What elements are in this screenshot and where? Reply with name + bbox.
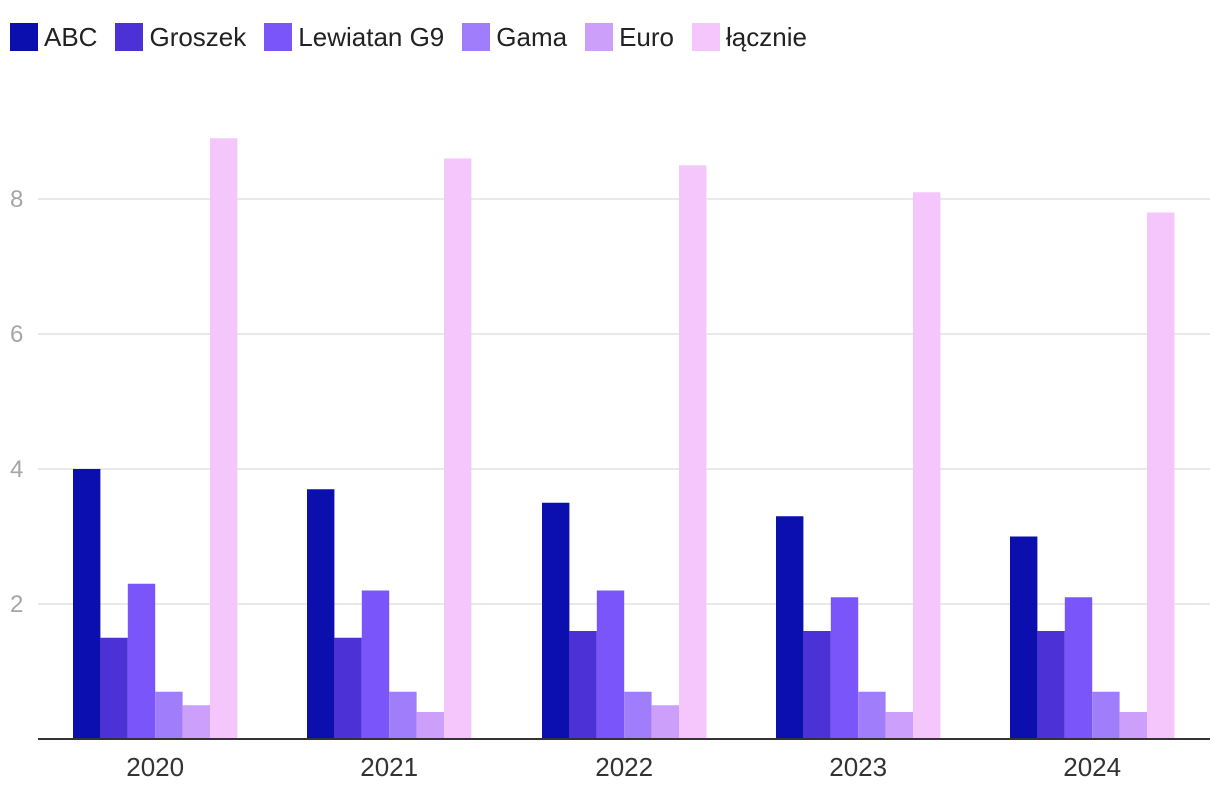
- bar: [858, 691, 886, 739]
- x-tick-label: 2024: [1063, 752, 1121, 782]
- bar: [307, 489, 335, 739]
- y-tick-label: 8: [10, 186, 23, 213]
- y-tick-label: 4: [10, 456, 23, 483]
- bar: [100, 637, 128, 739]
- bar: [1092, 691, 1120, 739]
- bar: [73, 469, 101, 739]
- x-tick-label: 2020: [126, 752, 184, 782]
- legend-label: Groszek: [149, 21, 247, 52]
- legend-swatch: [10, 23, 38, 51]
- legend-label: łącznie: [726, 21, 807, 52]
- legend-item: Lewiatan G9: [264, 22, 444, 53]
- y-tick-label: 6: [10, 321, 23, 348]
- legend-label: ABC: [44, 21, 98, 52]
- x-tick-label: 2021: [360, 752, 418, 782]
- x-tick-label: 2022: [595, 752, 653, 782]
- bar: [182, 705, 210, 739]
- bar: [416, 712, 444, 739]
- bar: [361, 590, 390, 739]
- bar: [155, 691, 183, 739]
- bar: [596, 590, 625, 739]
- legend-item: Gama: [462, 22, 567, 53]
- legend-label: Gama: [496, 21, 568, 52]
- bar: [1147, 212, 1175, 739]
- bar: [624, 691, 652, 739]
- bar: [1064, 597, 1093, 739]
- bar: [1119, 712, 1147, 739]
- legend-swatch: [692, 23, 720, 51]
- bar: [389, 691, 417, 739]
- bar: [913, 192, 941, 739]
- bar: [334, 637, 362, 739]
- y-tick-label: 2: [10, 591, 23, 618]
- legend: ABC Groszek Lewiatan G9 Gama Euro łącznie: [10, 19, 825, 55]
- legend-item: Euro: [585, 22, 674, 53]
- legend-item: Groszek: [115, 22, 246, 53]
- x-tick-label: 2023: [829, 752, 887, 782]
- legend-swatch: [585, 23, 614, 51]
- legend-label: Euro: [619, 21, 674, 52]
- bar: [1010, 536, 1038, 739]
- legend-label: Lewiatan G9: [298, 21, 445, 52]
- bar: [885, 712, 913, 739]
- bar: [542, 502, 570, 739]
- bar: [1037, 631, 1065, 739]
- bar: [127, 583, 156, 739]
- bar: [679, 165, 707, 739]
- legend-item: ABC: [10, 22, 97, 53]
- bar: [569, 631, 597, 739]
- legend-swatch: [115, 23, 144, 51]
- bar: [210, 138, 238, 739]
- legend-swatch: [264, 23, 293, 51]
- bar: [776, 516, 804, 739]
- bar: [830, 597, 859, 739]
- legend-swatch: [462, 23, 491, 51]
- bar: [651, 705, 679, 739]
- bar: [803, 631, 831, 739]
- bar: [444, 158, 472, 739]
- legend-item: łącznie: [692, 22, 807, 53]
